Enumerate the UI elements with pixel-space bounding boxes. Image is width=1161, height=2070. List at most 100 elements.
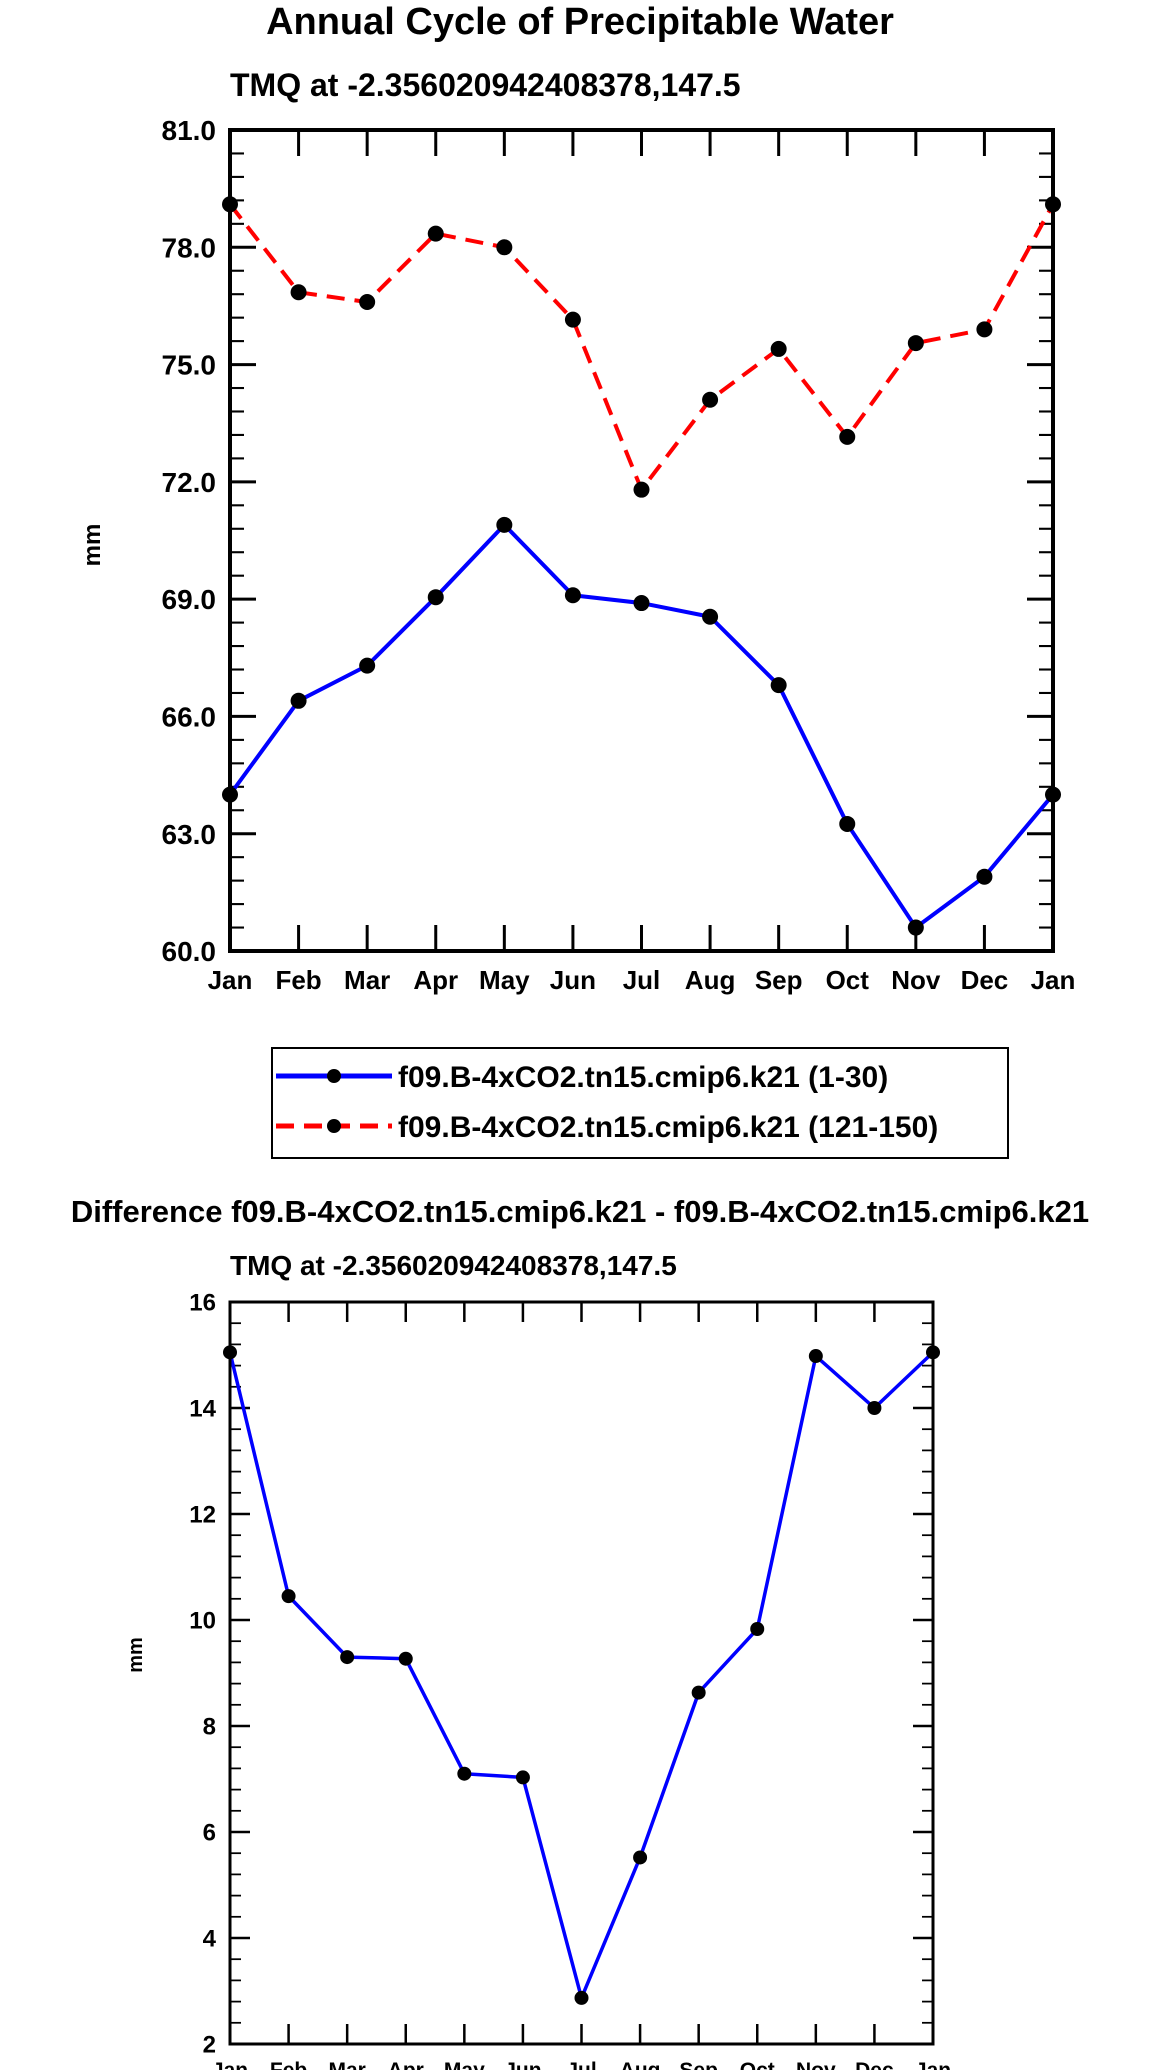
c2-xtick-label: May — [444, 2059, 485, 2070]
c1-point-s2-10 — [907, 335, 924, 352]
c2-series-line-1 — [228, 1351, 935, 2000]
chart1-legend: f09.B-4xCO2.tn15.cmip6.k21 (1-30) f09.B-… — [271, 1047, 1009, 1159]
chart1-ticks: Jan Feb Mar Apr May Jun Jul Aug Sep Oct Nov Dec Jan6… — [162, 115, 1076, 995]
c1-ytick-label: 66.0 — [162, 702, 217, 733]
c1-point-s1-11 — [976, 868, 993, 885]
c1-series-line-1 — [228, 522, 1055, 930]
c1-point-s2-5 — [564, 311, 581, 328]
annual-cycle-chart: Annual Cycle of Precipitable Water TMQ a… — [79, 1, 1076, 1159]
c1-xtick-label: Aug — [685, 965, 736, 995]
c2-xtick-label: Jun — [504, 2059, 541, 2070]
c2-point-s1-10 — [808, 1349, 823, 1364]
c1-point-s1-2 — [359, 657, 376, 674]
c1-ytick-label: 78.0 — [162, 232, 217, 263]
c1-ytick-label: 75.0 — [162, 350, 217, 381]
c2-ytick-label: 12 — [189, 1502, 216, 1529]
c2-point-s1-6 — [574, 1990, 589, 2005]
c2-xtick-label: Apr — [388, 2059, 424, 2070]
c2-xtick-label: Aug — [620, 2059, 661, 2070]
c2-xtick-label: Jan — [212, 2059, 248, 2070]
c1-point-s2-3 — [427, 225, 444, 242]
chart1-series-lines — [228, 203, 1055, 930]
c1-point-s2-9 — [839, 428, 856, 445]
legend-label-series-2: f09.B-4xCO2.tn15.cmip6.k21 (121-150) — [398, 1111, 938, 1144]
legend-marker-series-1 — [327, 1069, 341, 1083]
c2-ytick-label: 10 — [189, 1608, 216, 1635]
chart2-ticks: JanFebMarAprMayJunJulAugSepOctNovDecJan2… — [189, 1290, 951, 2070]
c1-point-s2-8 — [770, 340, 787, 357]
c1-point-s1-1 — [290, 692, 307, 709]
c1-point-s1-9 — [839, 815, 856, 832]
c1-point-s2-4 — [496, 239, 513, 256]
c1-point-s1-3 — [427, 589, 444, 606]
c2-ytick-label: 4 — [203, 1926, 217, 1953]
chart1-plot-frame — [228, 128, 1055, 953]
c2-point-s1-3 — [398, 1651, 413, 1666]
difference-chart: Difference f09.B-4xCO2.tn15.cmip6.k21 - … — [71, 1194, 1089, 2070]
c2-point-s1-4 — [457, 1766, 472, 1781]
c2-point-s1-1 — [281, 1589, 296, 1604]
chart2-subtitle: TMQ at -2.356020942408378,147.5 — [230, 1250, 677, 1281]
legend-box — [271, 1047, 1009, 1159]
c2-ytick-label: 14 — [189, 1396, 216, 1423]
c2-point-s1-8 — [691, 1685, 706, 1700]
c1-xtick-label: Feb — [275, 965, 321, 995]
c1-xtick-label: Sep — [755, 965, 803, 995]
c1-point-s2-6 — [633, 481, 650, 498]
chart2-title: Difference f09.B-4xCO2.tn15.cmip6.k21 - … — [71, 1194, 1089, 1229]
c2-xtick-label: Mar — [328, 2059, 365, 2070]
c2-xtick-label: Sep — [679, 2059, 718, 2070]
c2-ytick-label: 8 — [203, 1714, 216, 1741]
c1-xtick-label: Nov — [891, 965, 941, 995]
c2-ytick-label: 6 — [203, 1820, 216, 1847]
c1-ytick-label: 81.0 — [162, 115, 217, 146]
c2-point-s1-7 — [633, 1850, 648, 1865]
c1-ytick-label: 63.0 — [162, 819, 217, 850]
c1-point-s2-2 — [359, 294, 376, 311]
c1-point-s2-7 — [702, 391, 719, 408]
legend-label-series-1: f09.B-4xCO2.tn15.cmip6.k21 (1-30) — [398, 1061, 888, 1094]
chart2-series-lines — [228, 1351, 935, 2000]
c1-ytick-label: 60.0 — [162, 936, 217, 967]
c1-point-s1-5 — [564, 587, 581, 604]
chart1-points — [222, 196, 1061, 936]
c2-ytick-label: 2 — [203, 2032, 216, 2059]
c1-point-s1-10 — [907, 919, 924, 936]
c1-point-s2-1 — [290, 284, 307, 301]
c2-point-s1-9 — [750, 1622, 765, 1637]
c1-xtick-label: Mar — [344, 965, 390, 995]
c2-xtick-label: Jul — [566, 2059, 596, 2070]
c1-xtick-label: Oct — [826, 965, 870, 995]
chart1-title: Annual Cycle of Precipitable Water — [266, 1, 894, 43]
c2-ytick-label: 16 — [189, 1290, 216, 1317]
chart1-ylabel: mm — [79, 524, 106, 567]
c1-xtick-label: Dec — [961, 965, 1009, 995]
c1-xtick-label: Jul — [623, 965, 661, 995]
c1-xtick-label: Apr — [413, 965, 458, 995]
c2-point-s1-2 — [340, 1650, 355, 1665]
c2-xtick-label: Dec — [855, 2059, 894, 2070]
c2-xtick-label: Jan — [915, 2059, 951, 2070]
chart2-ylabel: mm — [125, 1637, 147, 1673]
c1-point-s1-8 — [770, 677, 787, 694]
chart1-subtitle: TMQ at -2.356020942408378,147.5 — [230, 67, 741, 103]
c2-xtick-label: Nov — [796, 2059, 836, 2070]
c1-xtick-label: Jan — [208, 965, 253, 995]
c1-xtick-label: Jun — [550, 965, 596, 995]
c2-xtick-label: Feb — [270, 2059, 307, 2070]
c1-xtick-label: May — [479, 965, 530, 995]
chart2-points — [223, 1345, 940, 2005]
c1-ytick-label: 72.0 — [162, 467, 217, 498]
c1-point-s2-11 — [976, 321, 993, 338]
c1-series-line-2 — [228, 203, 1055, 492]
c1-xtick-label: Jan — [1031, 965, 1076, 995]
c1-ytick-label: 69.0 — [162, 584, 217, 615]
c2-point-s1-11 — [867, 1401, 882, 1415]
c1-point-s1-4 — [496, 516, 513, 533]
legend-marker-series-2 — [327, 1119, 341, 1133]
c1-point-s1-6 — [633, 595, 650, 612]
chart2-plot-frame — [228, 1300, 935, 2046]
c2-xtick-label: Oct — [740, 2059, 775, 2070]
c2-point-s1-5 — [515, 1770, 530, 1785]
